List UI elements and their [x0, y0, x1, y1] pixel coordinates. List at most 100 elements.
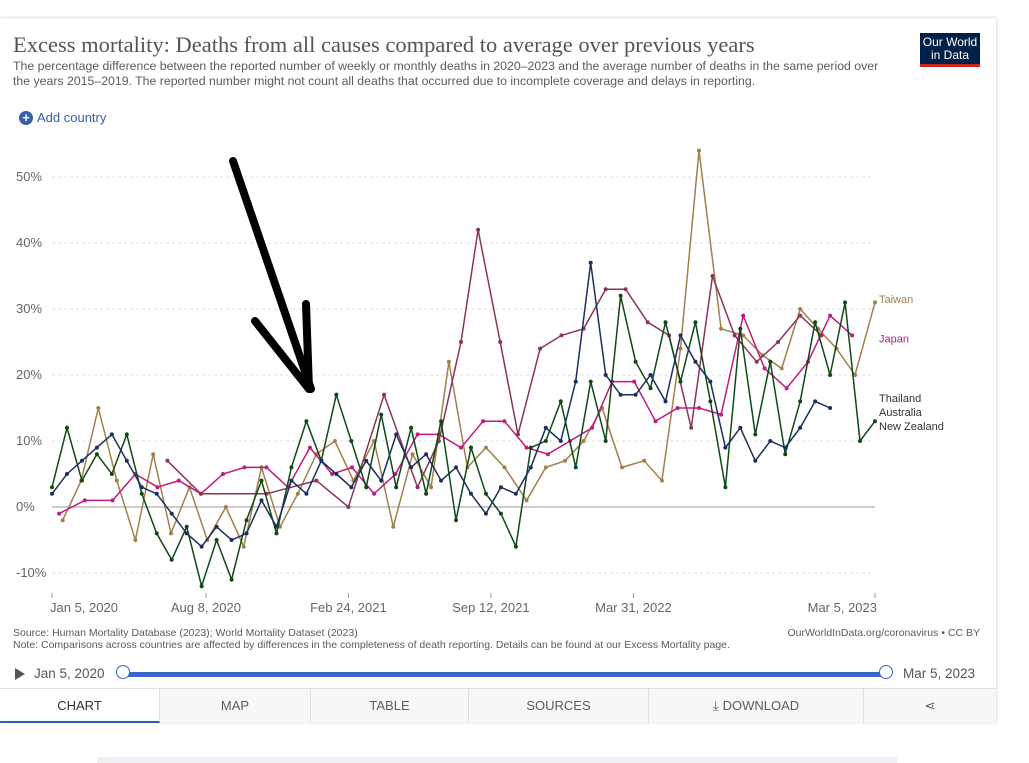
data-point: [274, 531, 279, 536]
data-point: [454, 518, 459, 523]
data-point: [678, 346, 683, 351]
data-point: [199, 544, 204, 549]
series-end-label: Taiwan: [879, 294, 913, 306]
data-point: [274, 524, 279, 529]
data-point: [82, 498, 87, 503]
data-point: [391, 524, 396, 529]
note-text: Note: Comparisons across countries are a…: [13, 639, 730, 651]
data-point: [633, 392, 638, 397]
data-point: [696, 148, 701, 153]
data-point: [513, 491, 518, 496]
data-point: [94, 445, 99, 450]
data-point: [618, 293, 623, 298]
data-point: [64, 425, 69, 430]
series-line-japan: [58, 313, 853, 515]
data-point: [762, 366, 767, 371]
x-tick-label: Jan 5, 2020: [50, 600, 118, 615]
data-point: [768, 439, 773, 443]
play-icon[interactable]: [15, 668, 25, 680]
credit-link[interactable]: OurWorldInData.org/coronavirus • CC BY: [787, 627, 980, 639]
excess-mortality-chart: -10% 0% 10% 20% 30% 40% 50% Jan 5, 2020 Aug 8, 2…: [16, 148, 944, 615]
timeline-start-label: Jan 5, 2020: [34, 666, 105, 681]
data-point: [459, 445, 464, 450]
data-point: [741, 313, 746, 318]
data-point: [543, 465, 548, 470]
data-point: [753, 458, 758, 463]
data-point: [528, 465, 533, 470]
data-point: [169, 557, 174, 562]
data-point: [659, 478, 664, 483]
data-point: [476, 227, 481, 232]
data-point: [198, 491, 203, 496]
data-point: [169, 511, 174, 516]
data-point: [813, 320, 818, 325]
data-point: [648, 386, 653, 391]
data-point: [768, 359, 773, 364]
x-tick-label: Mar 5, 2023: [808, 600, 877, 615]
data-point: [738, 425, 743, 430]
data-point: [446, 359, 451, 364]
series-end-label: Australia: [879, 407, 923, 419]
data-point: [754, 359, 759, 364]
data-point: [415, 485, 420, 490]
add-country-label: Add country: [37, 110, 107, 125]
data-point: [632, 379, 637, 384]
data-point: [603, 439, 608, 443]
chart-footer: Source: Human Mortality Database (2023);…: [13, 627, 730, 651]
owid-logo[interactable]: Our World in Data: [920, 33, 980, 67]
data-point: [524, 498, 529, 503]
data-point: [379, 478, 384, 483]
data-point: [468, 491, 473, 496]
tab-sources[interactable]: SOURCES: [469, 689, 649, 723]
annotation-arrow-shaft: [229, 157, 315, 393]
data-point: [783, 452, 788, 457]
data-point: [332, 439, 337, 443]
data-point: [783, 445, 788, 450]
y-tick-label: 10%: [16, 433, 42, 448]
data-point: [223, 505, 228, 509]
data-point: [858, 439, 863, 443]
data-point: [828, 313, 833, 318]
tab-chart[interactable]: CHART: [0, 689, 160, 723]
tab-table[interactable]: TABLE: [311, 689, 469, 723]
data-point: [295, 491, 300, 496]
timeline-track[interactable]: [127, 672, 887, 677]
data-point: [678, 333, 683, 338]
y-tick-label: 50%: [16, 169, 42, 184]
data-point: [151, 452, 156, 457]
timeline-end-handle[interactable]: [879, 665, 893, 679]
data-point: [603, 287, 608, 292]
data-point: [663, 399, 668, 404]
data-point: [184, 531, 189, 536]
data-point: [732, 333, 737, 338]
data-point: [481, 419, 486, 424]
data-point: [133, 538, 138, 542]
logo-line-1: Our World: [922, 35, 978, 49]
tab-download[interactable]: ⤓ DOWNLOAD: [649, 689, 864, 723]
data-point: [513, 544, 518, 549]
annotation-arrow-head: [251, 300, 313, 393]
data-point: [483, 445, 488, 450]
add-country-button[interactable]: + Add country: [19, 110, 106, 125]
data-point: [394, 432, 399, 437]
data-point: [199, 584, 204, 589]
data-point: [873, 419, 877, 424]
data-point: [94, 452, 99, 457]
data-point: [498, 511, 503, 516]
timeline-start-handle[interactable]: [116, 665, 130, 679]
share-button[interactable]: ⋖: [864, 689, 996, 723]
data-point: [415, 432, 420, 437]
data-point: [590, 425, 595, 430]
tab-map[interactable]: MAP: [160, 689, 311, 723]
data-point: [853, 373, 858, 377]
y-tick-label: 20%: [16, 367, 42, 382]
data-point: [819, 333, 824, 338]
data-point: [784, 386, 789, 391]
data-point: [708, 399, 713, 404]
data-point: [623, 287, 628, 292]
data-point: [498, 485, 503, 490]
data-point: [264, 465, 269, 470]
x-tick-label: Sep 12, 2021: [452, 600, 529, 615]
data-point: [645, 320, 650, 325]
data-point: [603, 373, 608, 377]
